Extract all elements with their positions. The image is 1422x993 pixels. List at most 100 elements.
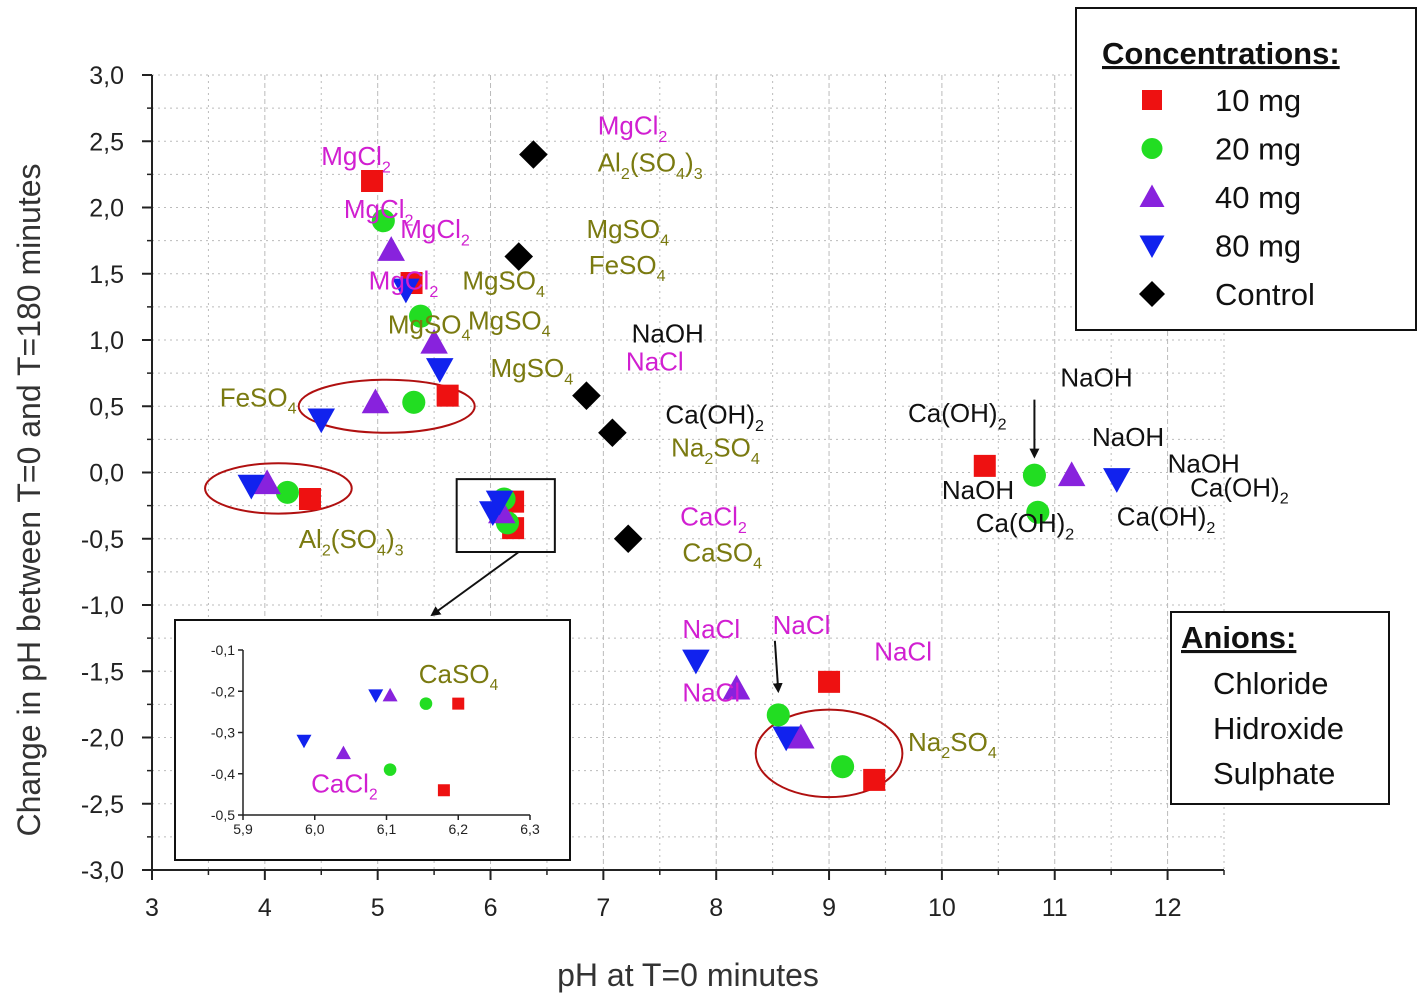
data-point-80-mg [237,474,266,500]
inset-series-80-mg [296,689,384,749]
data-point-10-mg [863,768,886,791]
series-80-mg [237,278,1131,752]
inset-y-tick-label: -0,1 [211,642,235,658]
x-tick-label: 10 [928,894,956,922]
inset-zoom-chart: 5,9 6,0 6,1 6,2 6,3 -0,1 -0,2 -0,3 -0,4 -0,5 CaSO4… [174,619,571,861]
y-axis-title: Change in pH between T=0 and T=180 minut… [11,163,47,836]
data-point-40-mg [377,236,405,261]
data-point-control [598,418,627,448]
x-tick-label: 4 [258,894,272,922]
annotation-ca-oh-: Ca(OH)2 [1190,472,1289,507]
concentration-legend-title: Concentrations: [1102,36,1340,71]
x-tick-label: 5 [371,894,385,922]
annotation-cacl: CaCl2 [680,502,747,537]
zoom-box [455,478,556,553]
inset-point-10-mg [452,697,465,710]
inset-y-tick-label: -0,4 [211,766,235,782]
x-tick-label: 9 [822,894,836,922]
annotation-mgcl: MgCl2 [400,214,470,249]
x-tick-label: 6 [484,894,498,922]
annotation-nacl: NaCl [682,678,740,708]
annotation-feso: FeSO4 [220,382,297,417]
y-tick-label: 0,0 [89,460,124,488]
x-tick-label: 8 [709,894,723,922]
legend-item-40-mg: 40 mg [1139,180,1301,215]
highlight-ellipse [754,708,904,799]
annotation-ca-oh-: Ca(OH)2 [665,399,764,434]
anions-legend: Anions: Chloride Hidroxide Sulphate [1170,611,1390,805]
data-point-40-mg [722,674,751,700]
data-point-20-mg [1022,463,1046,487]
annotations: MgCl2MgCl2MgCl2MgCl2MgCl2Al2(SO4)3MgSO4F… [220,111,1289,762]
legend-item-control: Control [1139,277,1315,312]
x-tick-label: 3 [145,894,159,922]
annotation-nacl: NaCl [626,346,684,376]
data-point-control [572,381,601,410]
data-point-10-mg [436,384,459,407]
legend-label: 20 mg [1215,132,1301,167]
annotation-naoh: NaOH [632,319,704,349]
y-tick-label: 2,0 [89,195,124,223]
data-point-80-mg [307,408,336,434]
inset-point-10-mg [437,784,450,797]
legend-item-80-mg: 80 mg [1139,229,1301,264]
inset-series-40-mg [335,687,398,760]
inset-point-20-mg [419,697,433,710]
y-tick-label: -1,0 [81,592,124,620]
data-point-40-mg [420,328,448,354]
data-point-10-mg [973,454,996,477]
annotation-ca-oh-: Ca(OH)2 [908,398,1007,433]
inset-x-tick-label: 5,9 [233,821,253,837]
data-point-40-mg [1057,461,1086,487]
data-point-20-mg [831,755,855,779]
inset-point-40-mg [335,745,351,760]
inset-point-40-mg [382,687,398,702]
data-point-20-mg [766,703,790,727]
annotation-mgso: MgSO4 [468,305,551,340]
annotation-naoh: NaOH [1168,449,1240,479]
data-point-20-mg [275,480,299,504]
legend-item-10-mg: 10 mg [1142,83,1301,118]
legend-item-20-mg: 20 mg [1141,132,1301,167]
data-point-80-mg [392,278,420,304]
inset-annotation-caso: CaSO4 [419,659,499,694]
data-point-10-mg [361,170,384,192]
inset-frame [174,619,571,861]
inset-x-tick-label: 6,1 [377,821,397,837]
anion-label-chloride: Chloride [1213,666,1328,701]
y-tick-label: -2,5 [81,791,124,819]
annotation-nacl: NaCl [682,614,740,644]
y-tick-label: 2,5 [89,128,124,156]
annotation-nacl: NaCl [874,637,932,667]
y-tick-label: 1,0 [89,327,124,355]
highlight-ellipse [204,462,353,515]
inset-x-tick-label: 6,3 [520,821,540,837]
annotation-caso: CaSO4 [682,537,762,572]
annotation-al: Al2(SO4)3 [598,148,703,183]
inset-y-tick-label: -0,5 [211,807,235,823]
data-point-control [613,524,643,554]
inset-series-10-mg [437,697,465,797]
data-point-20-mg [409,304,433,328]
data-point-20-mg [1026,500,1050,524]
annotation-mgcl: MgCl2 [344,194,414,229]
annotation-mgcl: MgCl2 [598,111,668,146]
y-tick-label: -0,5 [81,526,124,554]
anions-legend-frame [1170,611,1390,805]
legend-marker-control [1139,281,1165,307]
annotation-feso: FeSO4 [589,250,666,285]
concentration-legend: Concentrations: 10 mg 20 mg 40 mg 80 mg Cont… [1075,7,1417,331]
annotation-arrow [772,640,783,694]
annotation-mgso: MgSO4 [462,266,545,301]
legend-label: Control [1215,277,1315,312]
annotation-naoh: NaOH [942,475,1014,505]
data-point-80-mg [425,358,454,383]
legend-marker-40-mg [1139,184,1165,207]
legend-label: 40 mg [1215,180,1301,215]
inset-annotation-cacl: CaCl2 [311,768,377,803]
data-point-10-mg [818,670,841,693]
annotation-al: Al2(SO4)3 [299,524,404,559]
inset-point-20-mg [383,763,397,776]
grid [152,74,1225,870]
